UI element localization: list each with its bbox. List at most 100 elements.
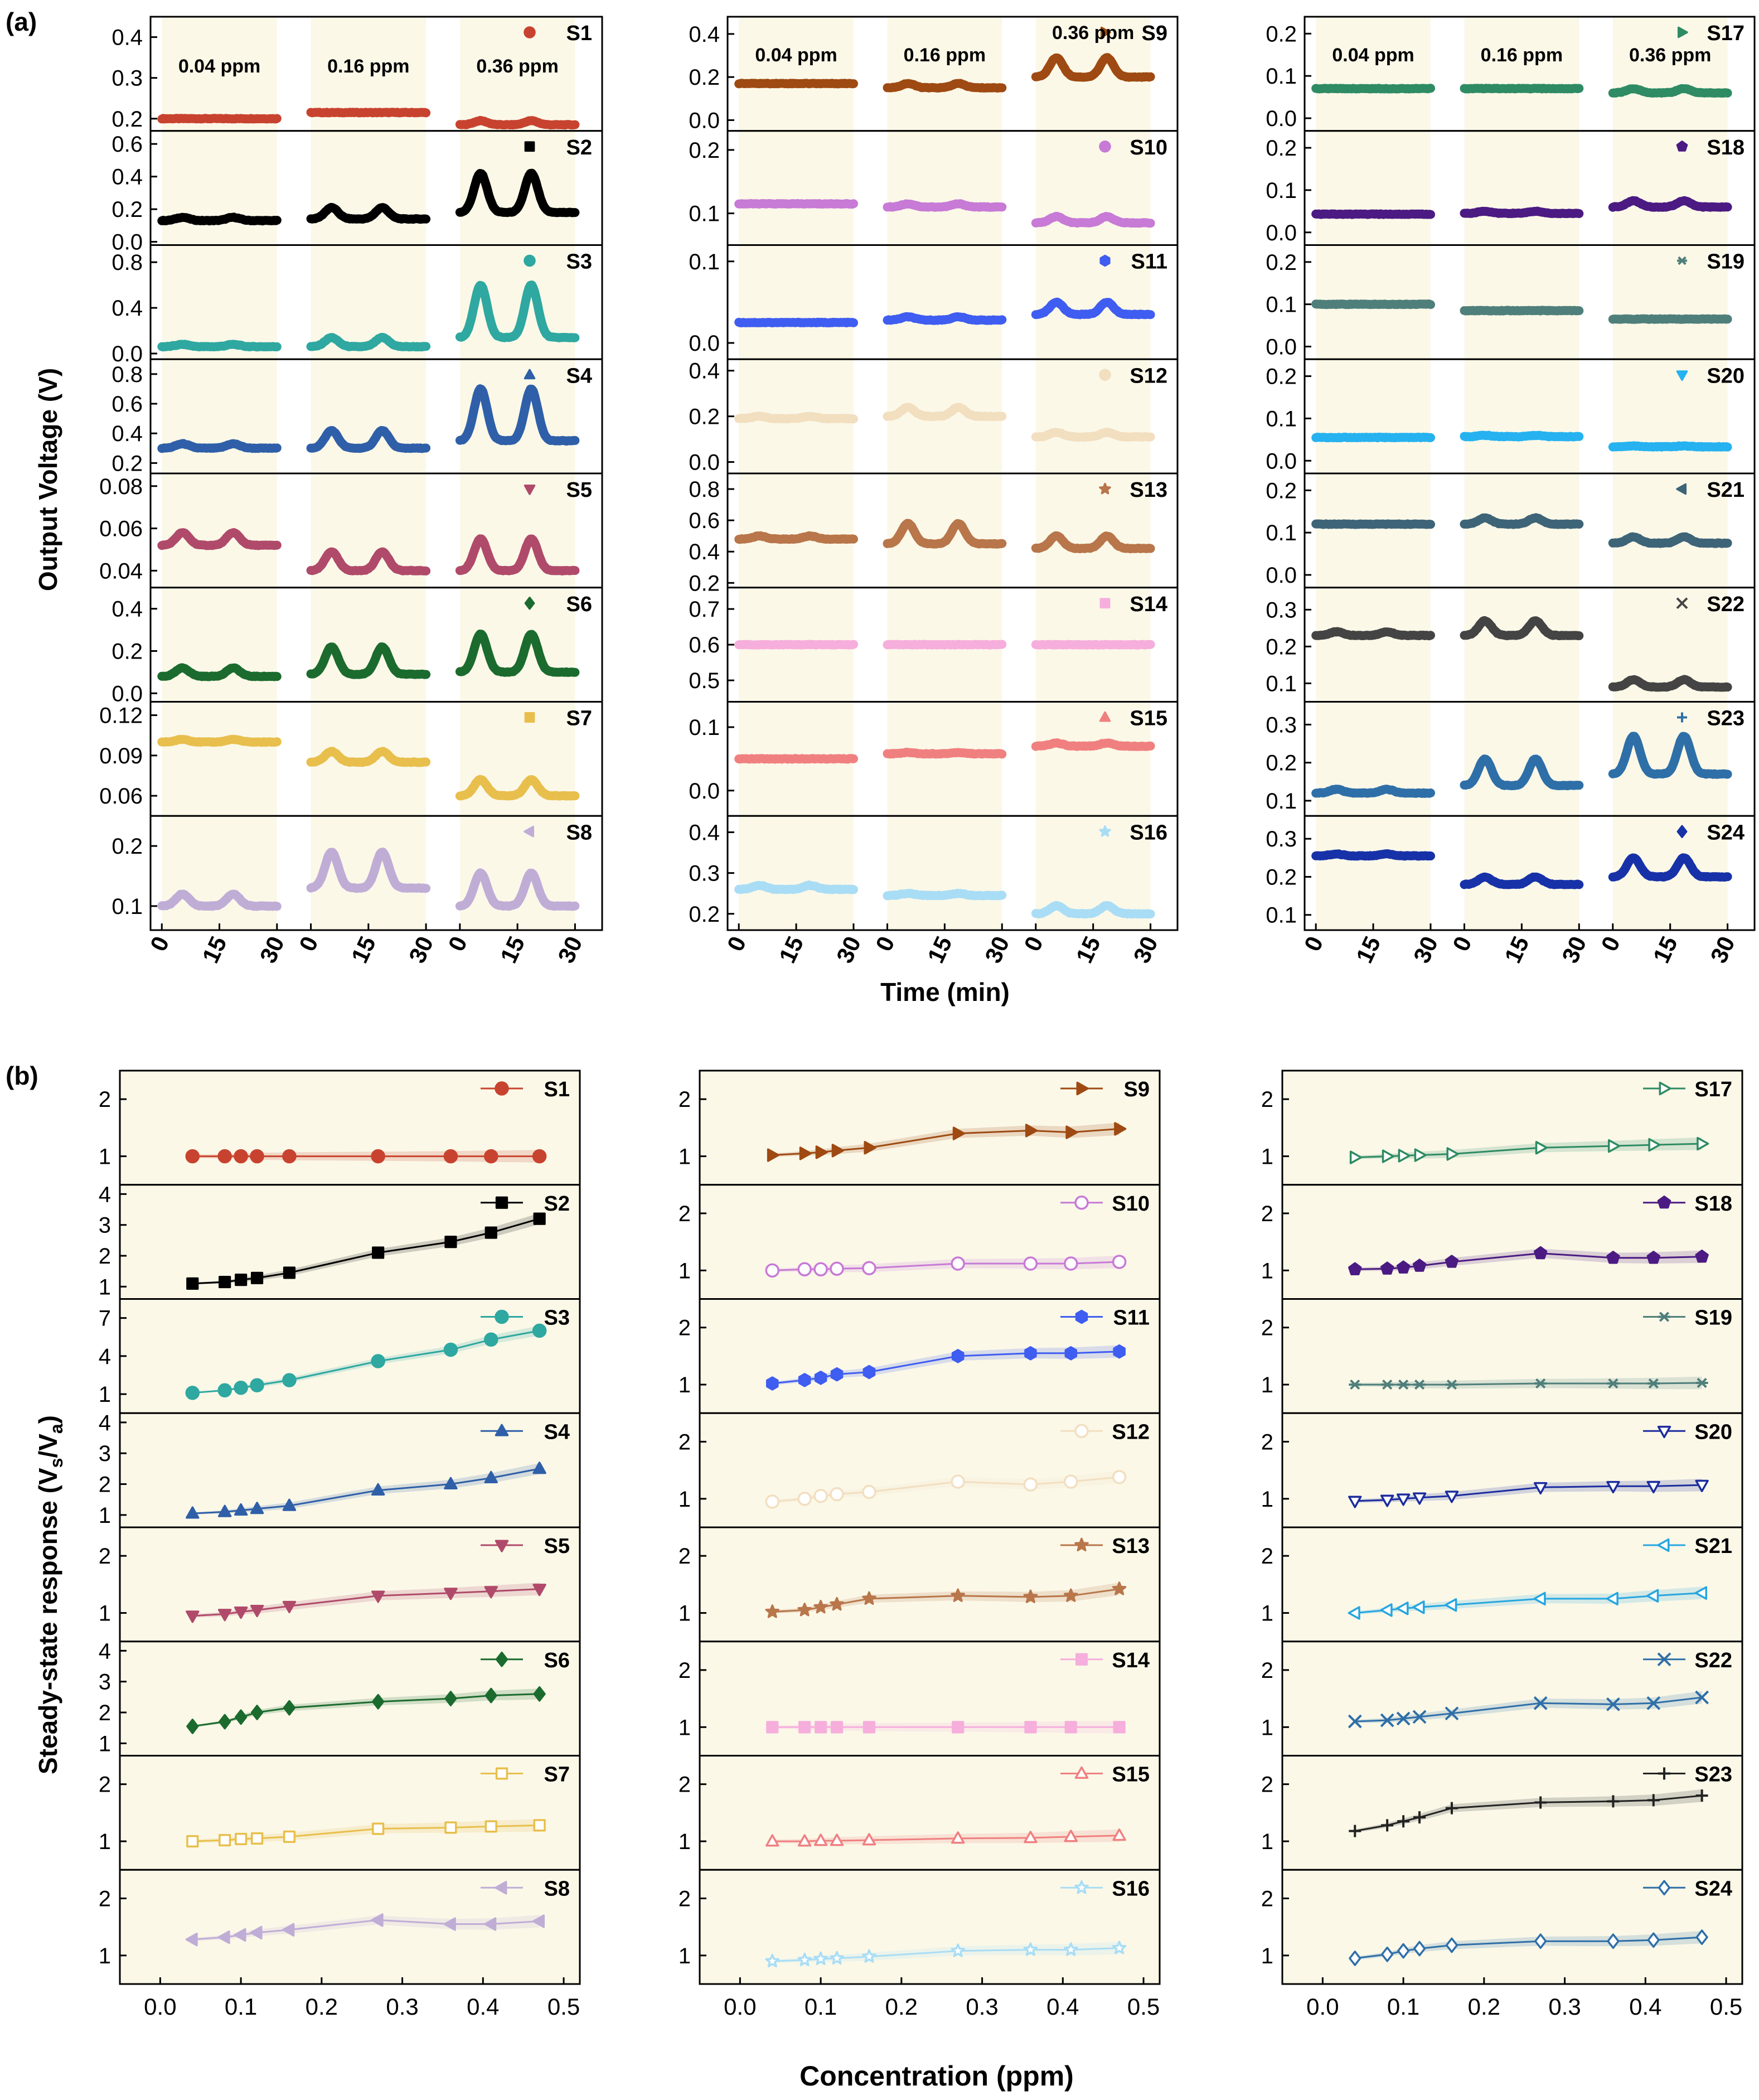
a-trace-S9-seg3 <box>1031 53 1155 82</box>
a-legend-label-S8: S8 <box>566 821 592 844</box>
a-xtick-label: 15 <box>1351 932 1385 967</box>
b-legend-marker-S5 <box>495 1540 509 1552</box>
b-subplot-S19: 1 2 S19 <box>1261 1298 1743 1414</box>
a-segment-label: 0.04 ppm <box>755 45 837 66</box>
a-shade-3 <box>1035 473 1151 588</box>
b-point-S8 <box>217 1930 230 1944</box>
b-legend-label-S3: S3 <box>544 1307 570 1330</box>
a-legend-label-S9: S9 <box>1142 22 1167 45</box>
b-point-S1 <box>234 1149 248 1164</box>
a-xtick-label: 30 <box>255 932 289 967</box>
a-ytick-label: 0.0 <box>112 342 143 366</box>
a-shade-1 <box>739 245 854 360</box>
b-ytick-label: 4 <box>99 1411 111 1435</box>
b-ytick-label: 2 <box>99 1886 111 1911</box>
b-point-S3 <box>443 1342 458 1357</box>
b-point-S18 <box>1533 1246 1548 1260</box>
a-trace-S8-seg3 <box>455 868 580 911</box>
a-legend-label-S21: S21 <box>1707 478 1745 502</box>
b-ytick-label: 1 <box>99 1944 111 1968</box>
a-shade-1 <box>739 473 854 588</box>
b-point-S19 <box>1413 1379 1426 1390</box>
a-trace-S1-seg2 <box>306 108 431 118</box>
a-legend-label-S4: S4 <box>566 364 592 388</box>
b-legend-marker-S17 <box>1659 1081 1671 1096</box>
b-point-S17 <box>1607 1139 1621 1153</box>
a-shade-1 <box>1316 473 1431 588</box>
b-point-S13 <box>813 1600 828 1614</box>
b-point-S8 <box>282 1923 295 1937</box>
b-point-S1 <box>217 1149 232 1164</box>
b-point-S1 <box>484 1149 498 1164</box>
a-ytick-label: 0.1 <box>1266 178 1297 203</box>
a-xtick-label: 30 <box>1705 932 1739 967</box>
b-point-S4 <box>250 1502 264 1514</box>
b-point-S2 <box>444 1236 457 1249</box>
b-legend-marker-S21 <box>1657 1538 1670 1552</box>
a-trace-S13-seg3 <box>1031 531 1155 554</box>
b-point-S5 <box>217 1609 232 1622</box>
b-point-S14 <box>1064 1721 1077 1734</box>
a-ytick-label: 0.0 <box>112 230 143 255</box>
b-subplot-S24: 1 2 S24 <box>1261 1869 1743 1985</box>
a-trace-S19-seg2 <box>1460 306 1584 316</box>
b-point-S10 <box>862 1261 876 1275</box>
a-trace-S11-seg2 <box>883 312 1007 325</box>
b-point-S24 <box>1695 1929 1708 1945</box>
b-point-S22 <box>1445 1706 1459 1721</box>
a-trace-S18-seg3 <box>1608 196 1732 212</box>
a-trace-S2-seg2 <box>306 202 431 224</box>
a-ytick-label: 0.3 <box>112 66 143 91</box>
a-trace-S21-seg3 <box>1608 532 1732 548</box>
b-ytick-label: 2 <box>1261 1316 1273 1341</box>
b-point-S24 <box>1413 1941 1426 1957</box>
b-point-S15 <box>1024 1831 1038 1843</box>
b-point-S2 <box>186 1277 199 1290</box>
b-xtick-label: 0.2 <box>306 1993 338 2020</box>
b-point-S23 <box>1445 1802 1458 1814</box>
b-xtick-label: 0.3 <box>386 1993 418 2020</box>
a-ytick-label: 0.0 <box>689 331 720 356</box>
b-point-S14 <box>798 1721 811 1734</box>
b-point-S24 <box>1397 1943 1410 1959</box>
a-ytick-label: 0.2 <box>1266 136 1297 161</box>
a-trace-S7-seg1 <box>157 734 282 747</box>
b-point-S10 <box>830 1261 844 1276</box>
a-trace-S10-seg2 <box>883 199 1007 212</box>
b-point-S18 <box>1445 1255 1459 1268</box>
a-trace-S4-seg1 <box>157 439 282 453</box>
a-xtick-label: 0 <box>294 932 323 955</box>
a-legend-label-S5: S5 <box>566 478 592 502</box>
b-legend-label-S19: S19 <box>1694 1307 1732 1330</box>
a-xtick-label: 0 <box>145 932 174 955</box>
b-xtick-label: 0.2 <box>1468 1993 1500 2020</box>
b-point-S14 <box>830 1721 844 1734</box>
b-point-S6 <box>219 1714 231 1730</box>
a-shade-2 <box>887 130 1002 245</box>
a-ytick-label: 0.0 <box>689 108 720 133</box>
b-ytick-label: 3 <box>99 1441 111 1466</box>
b-subplot-bg <box>1282 1755 1742 1870</box>
b-ytick-label: 2 <box>1261 1087 1273 1112</box>
b-ytick-label: 1 <box>1261 1373 1273 1397</box>
a-subplot-S10: 0.1 0.2 S10 <box>689 130 1179 246</box>
a-ytick-label: 0.4 <box>689 359 720 384</box>
b-point-S20 <box>1533 1482 1548 1495</box>
a-ytick-label: 0.1 <box>112 894 143 919</box>
b-ytick-label: 1 <box>1261 1830 1273 1854</box>
a-subplot-S24: 0.1 0.2 0.3 S24 <box>1266 815 1756 931</box>
b-point-S20 <box>1412 1492 1427 1505</box>
a-trace-S13-seg1 <box>734 531 858 544</box>
b-ytick-label: 1 <box>1261 1601 1273 1626</box>
a-legend-marker-S22 <box>1676 597 1688 609</box>
b-point-S19 <box>1647 1378 1660 1389</box>
a-shade-3 <box>1612 130 1728 245</box>
b-point-S8 <box>250 1925 263 1940</box>
a-ytick-label: 0.09 <box>99 744 143 768</box>
b-point-S21 <box>1445 1598 1457 1612</box>
b-ytick-label: 2 <box>1261 1544 1273 1569</box>
a-segment-label: 0.16 ppm <box>1481 45 1563 66</box>
b-legend-label-S12: S12 <box>1112 1420 1150 1444</box>
b-point-S7 <box>372 1822 385 1835</box>
b-ytick-label: 1 <box>1261 1487 1273 1512</box>
